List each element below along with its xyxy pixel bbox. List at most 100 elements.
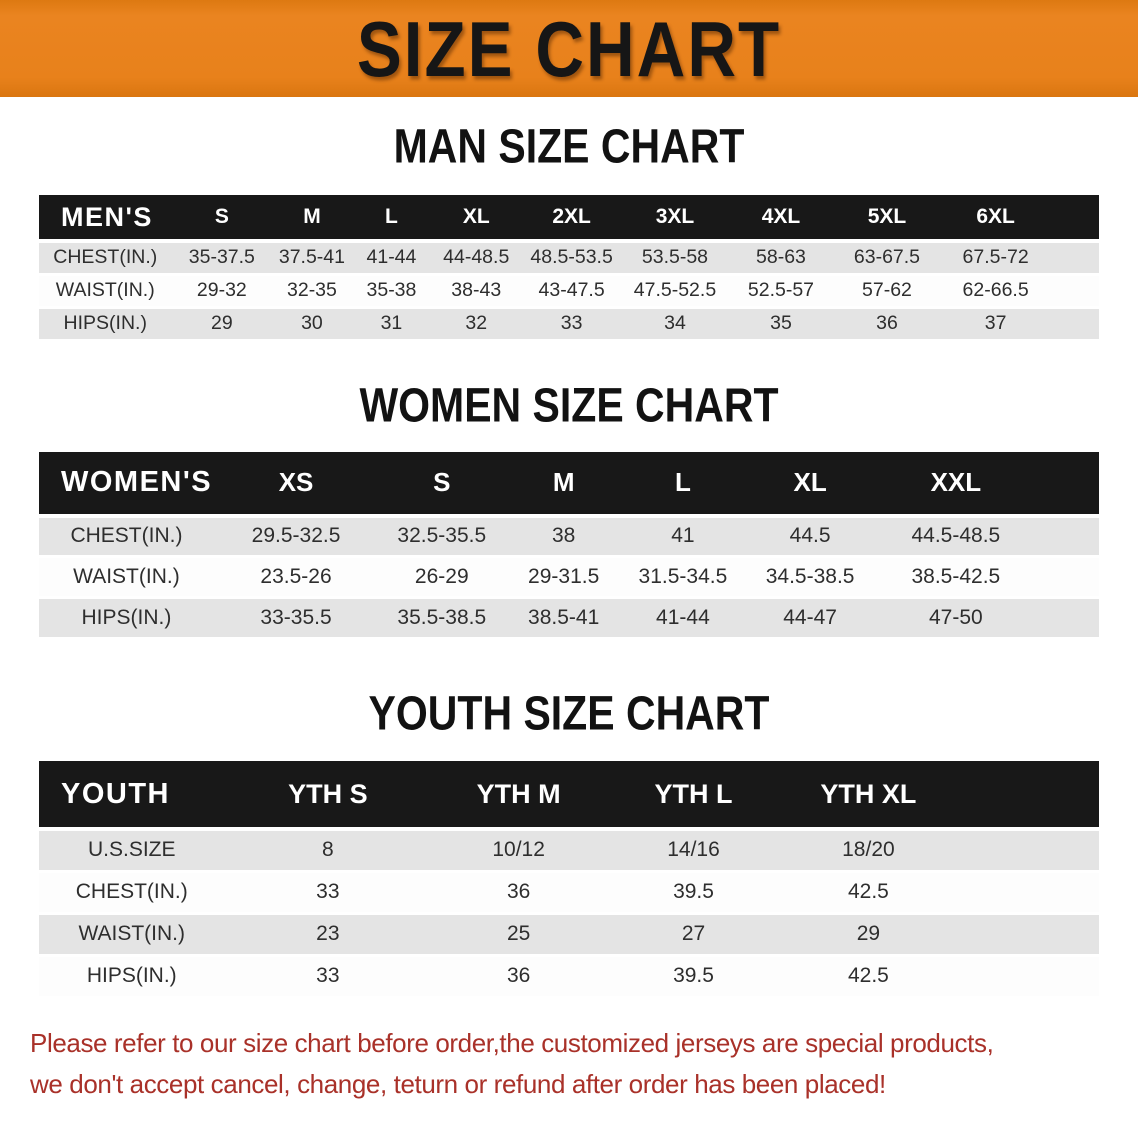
spacer-cell (1035, 598, 1099, 639)
size-value-cell: 58-63 (756, 246, 806, 269)
spacer-cell (956, 829, 1099, 871)
size-column-header: XL (743, 451, 877, 518)
spacer-cell (1051, 307, 1099, 340)
size-value-cell: 35-37.5 (188, 246, 255, 269)
size-value-cell: 37.5-41 (278, 246, 345, 269)
size-value-cell: 47-50 (929, 606, 983, 629)
size-value-cell: 31 (380, 312, 403, 334)
size-value-cell: 42.5 (847, 964, 889, 987)
size-value-cell: 18/20 (842, 838, 895, 862)
size-value-cell: 35-38 (366, 279, 417, 301)
spacer-cell (955, 761, 1099, 831)
disclaimer-line-1: Please refer to our size chart before or… (30, 1027, 994, 1058)
measurement-row-label: CHEST(IN.) (70, 524, 183, 548)
size-value-cell: 27 (681, 922, 706, 945)
size-value-cell: 10/12 (492, 838, 545, 862)
size-column-header: 5XL (833, 195, 940, 243)
size-value-cell: 44-48.5 (443, 246, 510, 269)
measurement-row-label: CHEST(IN.) (53, 246, 158, 269)
women-section-title: WOMEN SIZE CHART (359, 377, 779, 432)
size-value-cell: 42.5 (847, 880, 889, 903)
size-value-cell: 62-66.5 (962, 279, 1029, 301)
table-group-label: WOMEN'S (39, 451, 214, 518)
size-value-cell: 35 (770, 312, 792, 334)
size-value-cell: 35.5-38.5 (397, 606, 487, 629)
spacer-cell (1035, 516, 1099, 557)
banner-title: SIZE CHART (356, 4, 782, 93)
size-value-cell: 36 (876, 312, 898, 334)
size-value-cell: 38.5-41 (528, 606, 600, 629)
size-value-cell: 43-47.5 (538, 279, 605, 301)
youth-size-table: YOUTH YTH S YTH M YTH L YTH XL U.S.SIZE 8 10/12… (39, 761, 1099, 999)
size-column-header: YTH L (606, 761, 781, 831)
youth-size-section: YOUTH SIZE CHART YOUTH YTH S YTH M YTH L YTH… (0, 686, 1138, 999)
disclaimer-line-2: we don't accept cancel, change, teturn o… (30, 1069, 886, 1100)
spacer-cell (1035, 451, 1099, 518)
measurement-row-label: WAIST(IN.) (55, 279, 155, 301)
size-column-header: 2XL (521, 195, 622, 243)
size-value-cell: 57-62 (862, 279, 912, 301)
size-value-cell: 33 (316, 964, 340, 987)
size-value-cell: 53.5-58 (641, 246, 709, 269)
size-value-cell: 23.5-26 (260, 565, 332, 588)
size-value-cell: 29 (856, 922, 881, 945)
size-value-cell: 23 (316, 922, 340, 945)
size-value-cell: 63-67.5 (853, 246, 921, 269)
size-value-cell: 32 (465, 312, 488, 334)
size-column-header: XS (213, 451, 379, 518)
size-column-header: S (171, 195, 273, 243)
size-value-cell: 44.5-48.5 (911, 524, 1001, 548)
order-disclaimer: Please refer to our size chart before or… (0, 1023, 1138, 1106)
size-value-cell: 41 (671, 524, 695, 548)
size-value-cell: 44.5 (789, 524, 831, 548)
measurement-row-label: WAIST(IN.) (78, 922, 186, 945)
measurement-row-label: CHEST(IN.) (75, 880, 188, 903)
size-value-cell: 33 (560, 312, 583, 334)
men-size-section: MAN SIZE CHART MEN'S S M L XL 2XL 3XL 4XL 5XL 6XL… (0, 119, 1138, 342)
size-value-cell: 37 (984, 312, 1007, 334)
measurement-row-label: U.S.SIZE (87, 838, 176, 862)
size-value-cell: 14/16 (667, 838, 720, 862)
size-value-cell: 41-44 (656, 606, 710, 629)
spacer-cell (956, 913, 1099, 955)
size-column-header: M (505, 451, 622, 518)
size-column-header: XXL (876, 451, 1036, 518)
size-column-header: XL (431, 195, 522, 243)
size-column-header: L (351, 195, 432, 243)
size-value-cell: 31.5-34.5 (638, 565, 728, 588)
size-column-header: YTH XL (780, 761, 956, 831)
size-value-cell: 36 (506, 964, 531, 987)
size-value-cell: 48.5-53.5 (530, 246, 613, 269)
size-value-cell: 47.5-52.5 (633, 279, 717, 301)
spacer-cell (956, 955, 1099, 997)
size-column-header: 3XL (621, 195, 728, 243)
men-section-title: MAN SIZE CHART (393, 118, 745, 174)
size-value-cell: 26-29 (414, 565, 469, 588)
measurement-row-label: HIPS(IN.) (81, 606, 172, 629)
men-size-table: MEN'S S M L XL 2XL 3XL 4XL 5XL 6XL CHEST(IN.) 35-37… (39, 195, 1099, 342)
size-value-cell: 32.5-35.5 (397, 524, 487, 548)
size-value-cell: 41-44 (366, 246, 417, 269)
women-size-table: WOMEN'S XS S M L XL XXL CHEST(IN.) 29.5-32.5 32.5… (39, 451, 1099, 641)
size-column-header: YTH S (224, 761, 432, 831)
size-value-cell: 29-31.5 (528, 565, 600, 588)
size-value-cell: 34.5-38.5 (765, 565, 855, 588)
size-column-header: L (621, 451, 744, 518)
table-group-label: MEN'S (39, 195, 172, 243)
youth-section-title: YOUTH SIZE CHART (368, 685, 770, 741)
size-value-cell: 32-35 (287, 279, 337, 301)
size-value-cell: 39.5 (673, 880, 714, 903)
size-column-header: 4XL (727, 195, 834, 243)
size-value-cell: 8 (322, 838, 334, 862)
size-value-cell: 33 (316, 880, 340, 903)
size-value-cell: 67.5-72 (962, 246, 1029, 269)
size-value-cell: 29.5-32.5 (251, 524, 341, 548)
size-chart-banner: SIZE CHART (0, 0, 1138, 97)
spacer-cell (1035, 557, 1099, 598)
size-value-cell: 30 (301, 312, 323, 334)
size-value-cell: 29 (210, 312, 233, 334)
size-value-cell: 38.5-42.5 (911, 565, 1001, 588)
size-column-header: YTH M (431, 761, 607, 831)
women-size-section: WOMEN SIZE CHART WOMEN'S XS S M L XL XXL CHEST(… (0, 377, 1138, 641)
size-value-cell: 33-35.5 (260, 606, 332, 629)
